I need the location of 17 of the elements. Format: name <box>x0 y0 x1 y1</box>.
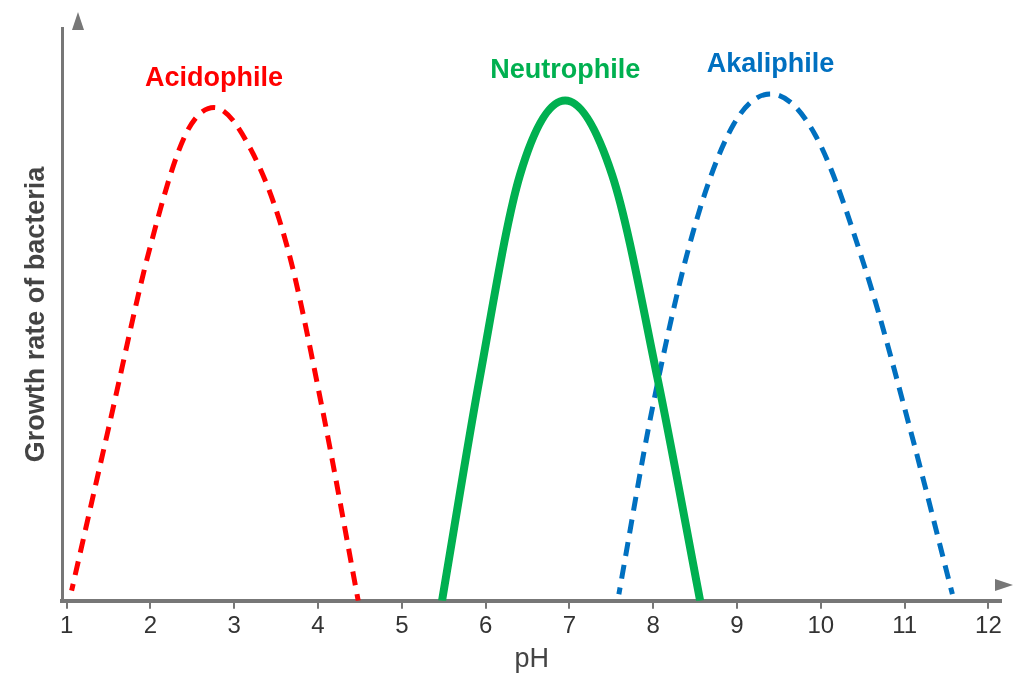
x-tick-label: 8 <box>646 610 660 638</box>
x-tick-label: 12 <box>975 610 1002 638</box>
x-tick-label: 3 <box>227 610 241 638</box>
x-tick-label: 4 <box>311 610 325 638</box>
x-tick-label: 5 <box>395 610 409 638</box>
series-label: Akaliphile <box>706 47 835 78</box>
x-tick-label: 2 <box>143 610 158 638</box>
x-axis-title: pH <box>514 643 549 674</box>
y-axis-title: Growth rate of bacteria <box>19 165 50 463</box>
series-label: Neutrophile <box>490 54 641 85</box>
x-tick-label: 9 <box>730 610 744 638</box>
x-tick-label: 6 <box>478 610 493 638</box>
x-tick-label: 10 <box>807 610 835 638</box>
x-tick-label: 11 <box>892 610 918 638</box>
x-tick-label: 7 <box>562 610 577 638</box>
x-tick-label: 1 <box>59 610 74 638</box>
series-label: Acidophile <box>145 61 284 92</box>
